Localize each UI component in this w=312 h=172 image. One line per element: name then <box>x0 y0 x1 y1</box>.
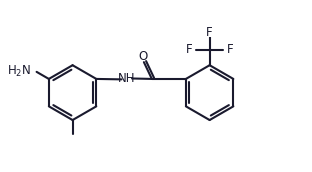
Text: H$_2$N: H$_2$N <box>7 63 31 79</box>
Text: NH: NH <box>118 72 135 85</box>
Text: F: F <box>186 43 193 56</box>
Text: O: O <box>139 50 148 63</box>
Text: F: F <box>227 43 233 56</box>
Text: F: F <box>206 26 213 39</box>
